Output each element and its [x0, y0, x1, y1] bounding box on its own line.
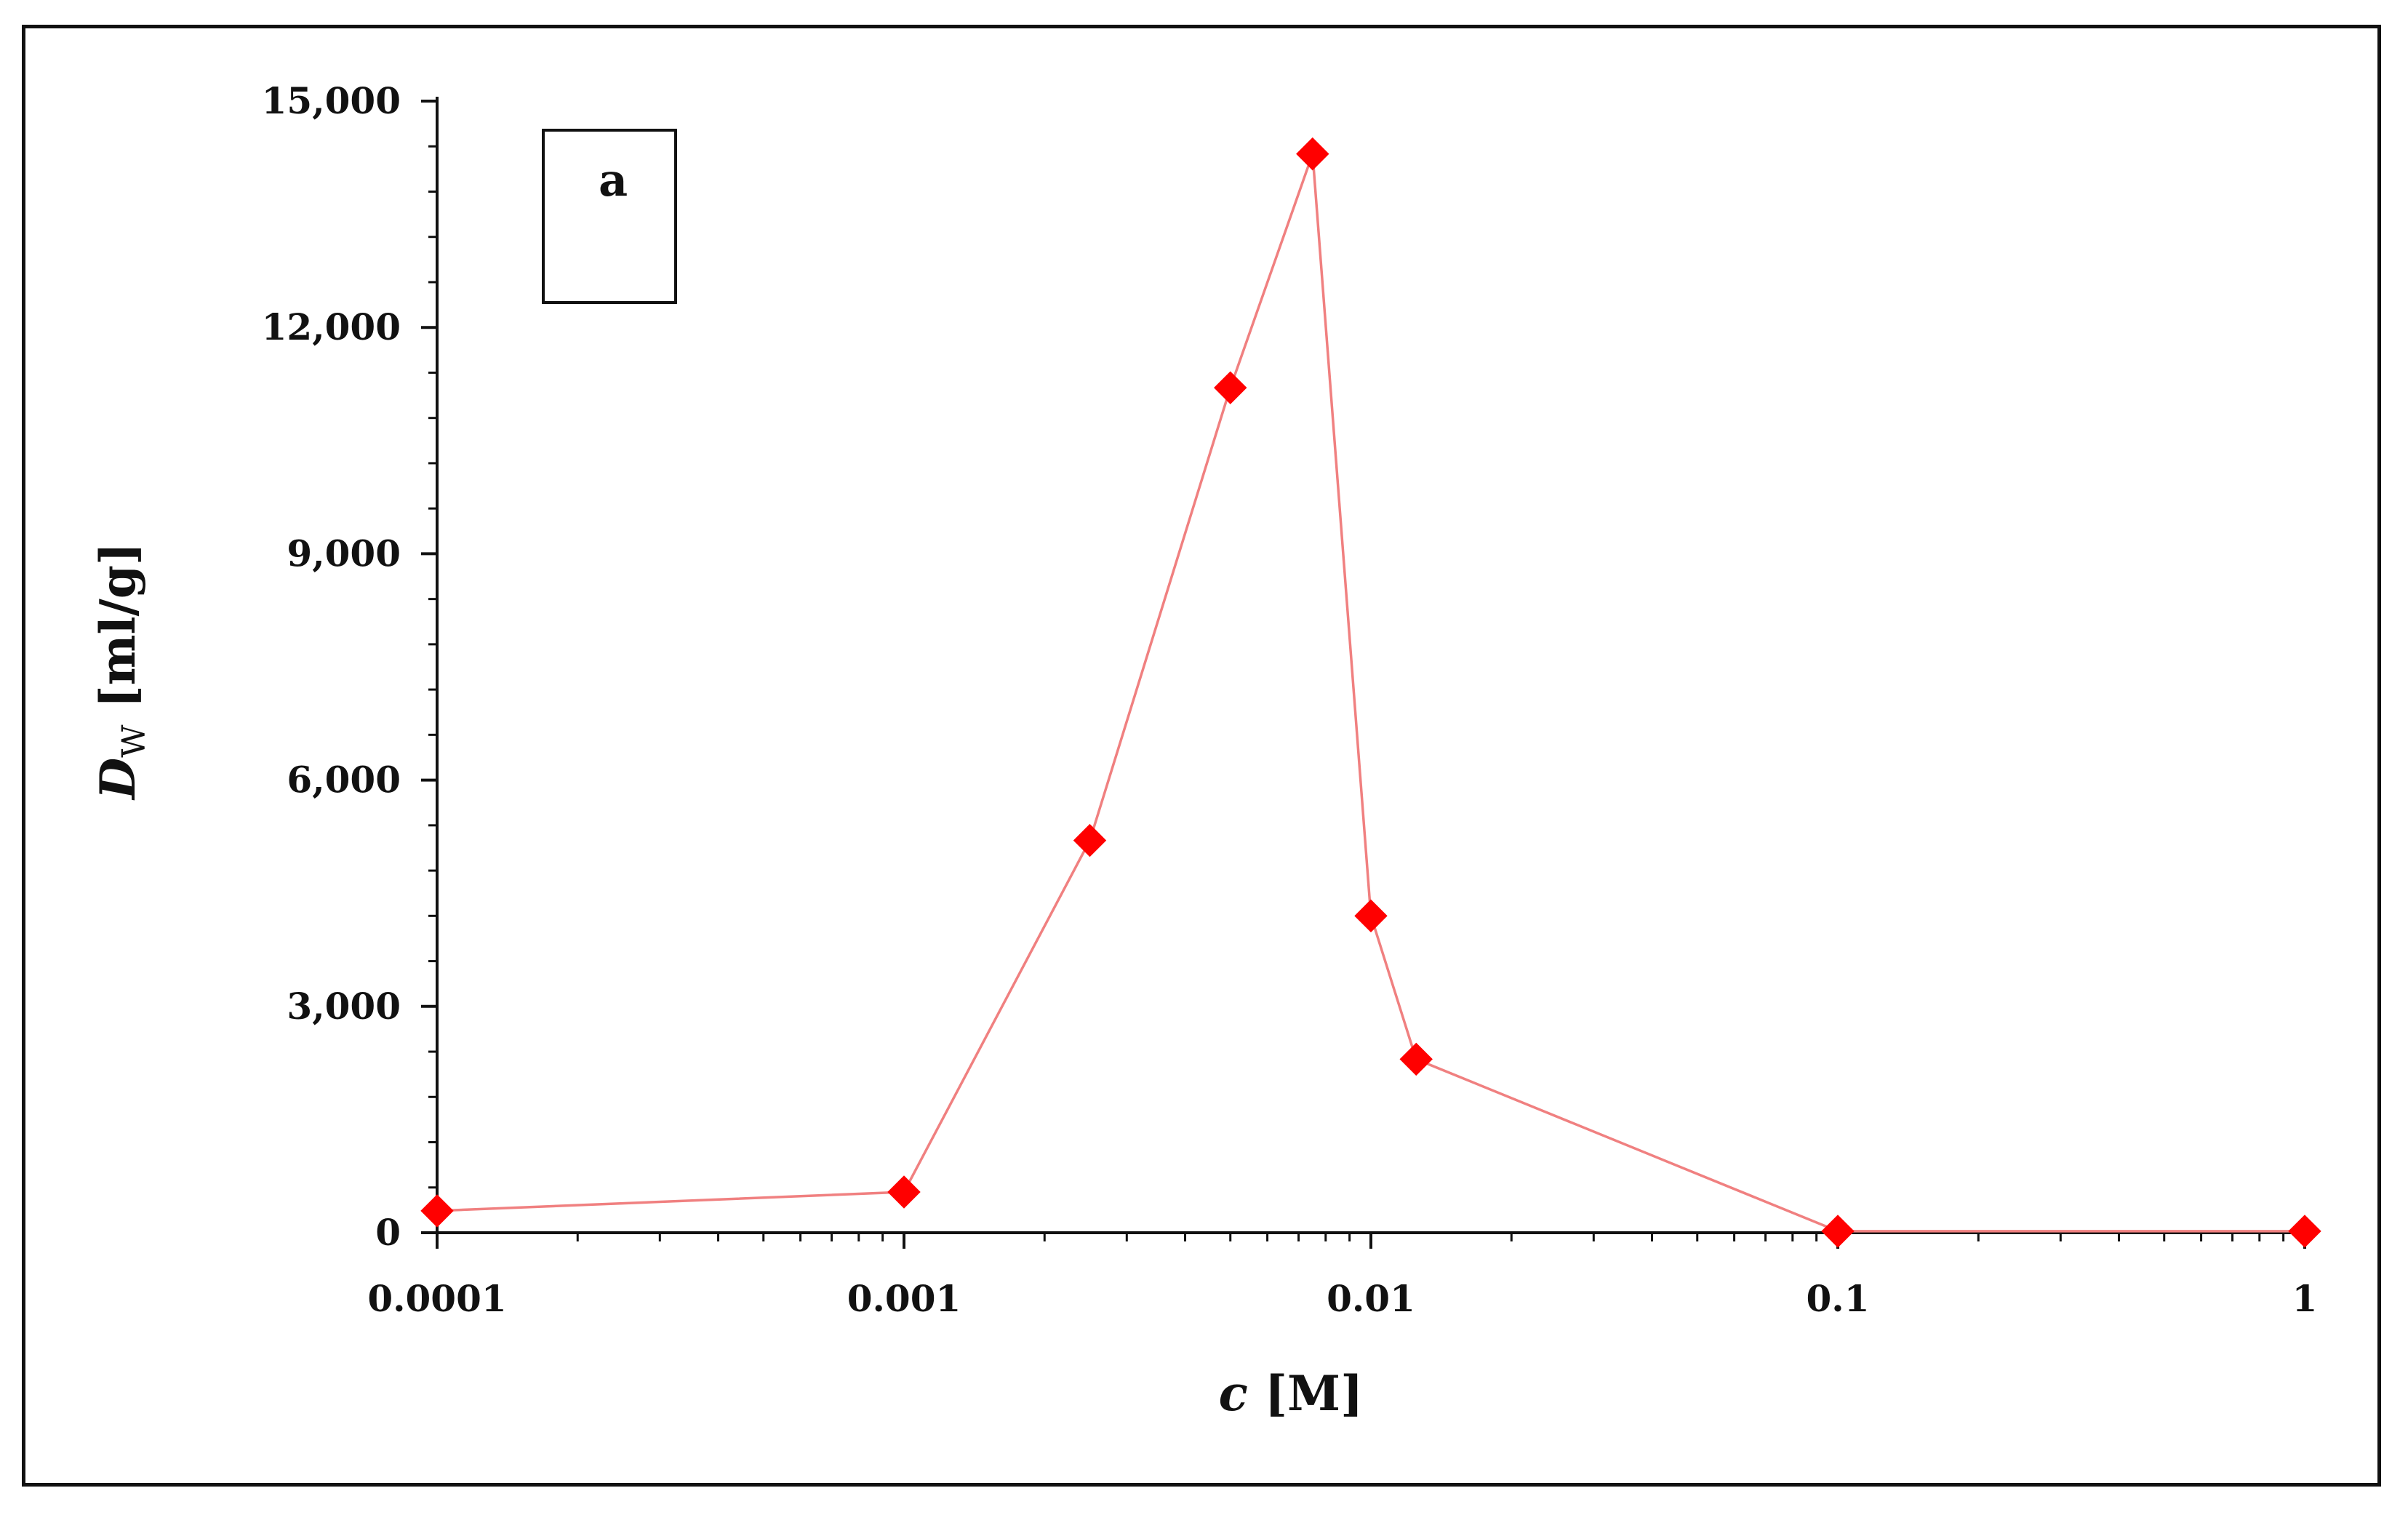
chart-svg: 0 3,000 6,000 9,000 12,000 15,000 0.0001 0.001 0… — [89, 79, 2321, 1422]
y-tick-label: 0 — [375, 1211, 401, 1254]
annotation-label: a — [599, 153, 628, 207]
data-point-marker — [2288, 1215, 2321, 1248]
y-tick-label: 15,000 — [262, 79, 401, 122]
y-tick-label: 6,000 — [287, 759, 401, 801]
series-line — [436, 153, 2305, 1233]
y-axis-title-subscript: W — [116, 724, 153, 758]
series-layer — [420, 137, 2321, 1248]
x-tick-label: 0.01 — [1327, 1277, 1415, 1320]
data-point-marker — [1296, 137, 1329, 171]
x-tick-label: 1 — [2292, 1277, 2318, 1320]
x-tick-label: 0.1 — [1807, 1277, 1870, 1320]
y-tick-label: 3,000 — [287, 985, 401, 1028]
x-axis-title: c [M] — [1219, 1365, 1364, 1422]
y-axis-title-unit: [ml/g] — [89, 543, 146, 708]
data-point-marker — [420, 1194, 454, 1228]
data-point-marker — [1399, 1042, 1433, 1076]
x-tick-label: 0.001 — [847, 1277, 961, 1320]
data-point-marker — [1214, 371, 1247, 404]
x-axis-title-gap — [1248, 1365, 1265, 1422]
axes: 0 3,000 6,000 9,000 12,000 15,000 0.0001 0.001 0… — [262, 79, 2318, 1320]
x-axis-title-unit: [M] — [1265, 1365, 1364, 1422]
data-point-marker — [887, 1175, 921, 1209]
chart-frame: 0 3,000 6,000 9,000 12,000 15,000 0.0001 0.001 0… — [22, 25, 2381, 1487]
y-axis-title-symbol: D — [89, 758, 146, 801]
x-tick-label: 0.0001 — [367, 1277, 506, 1320]
data-point-marker — [1073, 823, 1107, 857]
y-tick-label: 12,000 — [262, 305, 401, 348]
annotation-box-frame — [542, 129, 677, 304]
y-tick-label: 9,000 — [287, 532, 401, 575]
data-point-marker — [1821, 1215, 1855, 1248]
x-axis-title-symbol: c — [1219, 1365, 1248, 1422]
data-point-marker — [1354, 899, 1388, 933]
y-axis-title-gap — [89, 708, 146, 725]
annotation-box: a — [542, 129, 677, 304]
y-axis-title: DW [ml/g] — [89, 543, 153, 801]
